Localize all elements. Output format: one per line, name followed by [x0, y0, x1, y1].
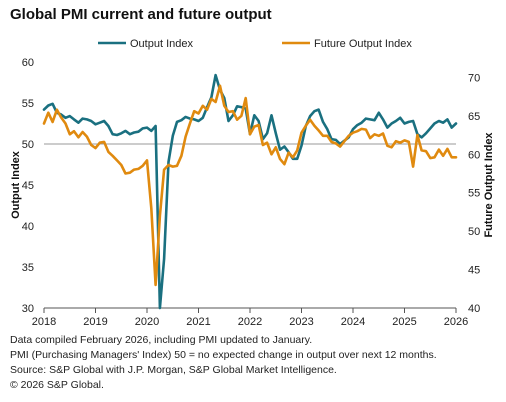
chart-area: 2018 2019 2020 2021 2022 2023 2024 2025 2026 30 35…: [10, 38, 495, 328]
series-line-output-index: [42, 73, 458, 310]
footnote-copyright: © 2026 S&P Global.: [10, 379, 104, 391]
series-line-future-output-index: [42, 84, 458, 287]
y2-axis-title: Future Output Index: [483, 132, 495, 238]
x-tick-label: 2022: [238, 316, 262, 328]
y2-tick-label: 70: [468, 72, 480, 84]
y2-tick-label: 45: [468, 265, 480, 277]
y-tick-label: 60: [22, 57, 34, 69]
y-tick-label: 35: [22, 262, 34, 274]
x-tick-label: 2018: [32, 316, 56, 328]
y2-tick-label: 60: [468, 149, 480, 161]
x-tick-label: 2019: [83, 316, 107, 328]
legend-label-future-output-index: Future Output Index: [314, 38, 412, 50]
x-tick-label: 2025: [392, 316, 416, 328]
footnotes: Data compiled February 2026, including P…: [10, 333, 437, 393]
y-tick-label: 55: [22, 98, 34, 110]
y2-tick-label: 55: [468, 188, 480, 200]
footnote-source: Source: S&P Global with J.P. Morgan, S&P…: [10, 364, 337, 376]
footnote-compiled: Data compiled February 2026, including P…: [10, 334, 313, 346]
y-tick-label: 45: [22, 180, 34, 192]
y2-tick-label: 40: [468, 303, 480, 315]
chart-title: Global PMI current and future output: [10, 6, 272, 23]
footnote-definition: PMI (Purchasing Managers' Index) 50 = no…: [10, 349, 437, 361]
y-tick-label: 30: [22, 303, 34, 315]
y-tick-label: 50: [22, 139, 34, 151]
y-tick-label: 40: [22, 221, 34, 233]
x-tick-label: 2024: [341, 316, 365, 328]
x-tick-label: 2021: [186, 316, 210, 328]
y2-tick-label: 50: [468, 226, 480, 238]
legend-label-output-index: Output Index: [130, 38, 193, 50]
y-axis-title: Output Index: [10, 150, 22, 219]
x-tick-label: 2026: [444, 316, 468, 328]
x-tick-label: 2023: [289, 316, 313, 328]
y2-tick-label: 65: [468, 111, 480, 123]
x-tick-label: 2020: [135, 316, 159, 328]
